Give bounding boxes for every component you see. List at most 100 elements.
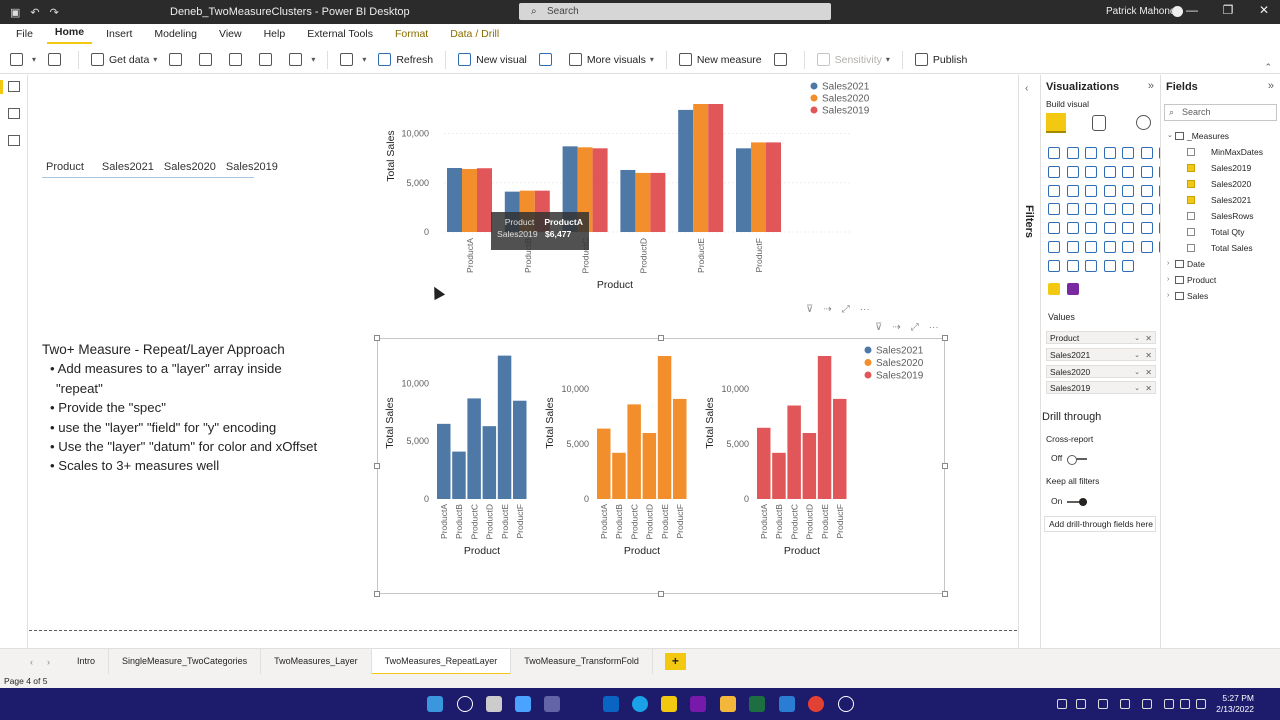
avatar[interactable] xyxy=(1172,6,1183,17)
custom-visual-icon[interactable] xyxy=(1066,282,1079,295)
chevron-down-icon[interactable]: ⌄ xyxy=(1134,385,1140,392)
visual-type-icon[interactable] xyxy=(1066,184,1079,197)
battery-icon[interactable] xyxy=(1196,699,1206,709)
page-tab-intro[interactable]: Intro xyxy=(64,648,110,675)
drill-icon[interactable]: ⇢ xyxy=(892,322,901,333)
cloud-icon[interactable] xyxy=(1120,699,1130,709)
chevron-right-icon[interactable]: › xyxy=(1167,260,1170,267)
drill-icon[interactable]: ⇢ xyxy=(823,304,832,315)
close-icon[interactable]: ✕ xyxy=(1145,368,1152,377)
deneb-visual-icon[interactable] xyxy=(1048,282,1060,295)
undo-icon[interactable]: ↶ xyxy=(30,6,40,19)
tab-insert[interactable]: Insert xyxy=(106,28,133,40)
visual-type-icon[interactable] xyxy=(1066,165,1079,178)
quick-measure-button[interactable] xyxy=(773,53,792,66)
visual-type-icon[interactable] xyxy=(1122,147,1134,159)
visual-type-icon[interactable] xyxy=(1085,165,1097,178)
chevron-right-icon[interactable]: › xyxy=(47,656,50,667)
transform-data-button[interactable]: ▾ xyxy=(340,53,366,66)
paste-button[interactable]: ▾ xyxy=(10,53,36,66)
search-icon[interactable] xyxy=(457,696,473,712)
widgets-icon[interactable] xyxy=(515,696,531,712)
visual-type-icon[interactable] xyxy=(1122,222,1134,235)
visual-type-icon[interactable] xyxy=(1103,165,1116,178)
checkbox[interactable] xyxy=(1187,148,1195,156)
save-icon[interactable]: ▣ xyxy=(10,6,21,19)
visual-type-icon[interactable] xyxy=(1066,222,1079,235)
tab-format[interactable]: Format xyxy=(394,28,429,40)
repeat-bar-chart-visual[interactable]: 0 5,000 10,000 Total Sales Product ProductA Pr… xyxy=(374,335,948,597)
field-well[interactable]: Sales2019 ⌄ ✕ xyxy=(1046,381,1156,394)
table-visual-header[interactable]: Product Sales2021 Sales2020 Sales2019 xyxy=(42,156,278,178)
redo-icon[interactable]: ↷ xyxy=(49,6,59,19)
get-data-button[interactable]: Get data ▾ xyxy=(91,53,157,66)
checkbox[interactable] xyxy=(1187,228,1195,236)
tab-external-tools[interactable]: External Tools xyxy=(307,28,373,40)
report-view-icon[interactable] xyxy=(0,80,20,94)
chevron-down-icon[interactable]: ⌄ xyxy=(1134,352,1140,359)
column-header[interactable]: Product xyxy=(46,160,84,173)
visual-type-icon[interactable] xyxy=(1066,203,1079,216)
visual-type-icon[interactable] xyxy=(1066,241,1079,253)
visual-type-icon[interactable] xyxy=(1140,147,1153,159)
publish-button[interactable]: Publish xyxy=(914,53,967,66)
keep-filters-toggle[interactable] xyxy=(1067,498,1087,506)
dataverse-button[interactable] xyxy=(199,53,217,66)
visual-type-icon[interactable] xyxy=(1048,222,1060,235)
visual-type-icon[interactable] xyxy=(1048,241,1060,253)
user-name[interactable]: Patrick Mahoney xyxy=(1106,6,1181,17)
page-tab-twomeasures-repeatlayer[interactable]: TwoMeasures_RepeatLayer xyxy=(371,648,512,675)
checkbox[interactable] xyxy=(1187,196,1195,204)
visual-type-icon[interactable] xyxy=(1085,241,1097,253)
tray-chevron-icon[interactable] xyxy=(1057,699,1067,709)
outlook-icon[interactable] xyxy=(603,696,619,712)
collapse-icon[interactable]: » xyxy=(1147,80,1154,92)
build-visual-tab[interactable] xyxy=(1046,113,1066,133)
file-explorer-icon[interactable] xyxy=(720,696,736,712)
visual-type-icon[interactable] xyxy=(1103,203,1116,216)
resize-handle[interactable] xyxy=(942,463,948,469)
data-view-icon[interactable] xyxy=(8,108,20,119)
visual-type-icon[interactable] xyxy=(1103,222,1116,235)
recent-sources-button[interactable]: ▾ xyxy=(289,53,315,66)
notes-textbox[interactable]: Two+ Measure - Repeat/Layer Approach Add… xyxy=(42,340,362,476)
task-view-icon[interactable] xyxy=(486,696,502,712)
github-icon[interactable] xyxy=(838,696,854,712)
resize-handle[interactable] xyxy=(374,591,380,597)
field-well[interactable]: Sales2021 ⌄ ✕ xyxy=(1046,348,1156,361)
visual-type-icon[interactable] xyxy=(1140,222,1153,235)
chevron-right-icon[interactable]: › xyxy=(1167,292,1170,299)
fields-search-input[interactable]: ⌕ Search xyxy=(1164,104,1277,121)
visual-type-icon[interactable] xyxy=(1085,259,1097,272)
visual-type-icon[interactable] xyxy=(1103,259,1116,272)
visual-type-icon[interactable] xyxy=(1122,165,1134,178)
tab-file[interactable]: File xyxy=(16,28,33,40)
visual-type-icon[interactable] xyxy=(1085,222,1097,235)
close-icon[interactable]: ✕ xyxy=(1145,384,1152,393)
edge-icon[interactable] xyxy=(632,696,648,712)
resize-handle[interactable] xyxy=(942,335,948,341)
column-header[interactable]: Sales2020 xyxy=(163,160,216,173)
visual-type-icon[interactable] xyxy=(1066,259,1079,272)
field-well[interactable]: Product ⌄ ✕ xyxy=(1046,331,1156,344)
add-page-button[interactable]: + xyxy=(664,653,686,670)
filters-label[interactable]: Filters xyxy=(1023,205,1035,239)
analytics-tab[interactable] xyxy=(1136,115,1151,130)
collapse-icon[interactable]: » xyxy=(1267,80,1274,92)
visual-type-icon[interactable] xyxy=(1085,147,1097,159)
windows-start-icon[interactable] xyxy=(427,696,443,712)
sensitivity-button[interactable]: Sensitivity ▾ xyxy=(816,53,890,66)
minimize-icon[interactable]: — xyxy=(1186,3,1198,17)
visual-type-icon[interactable] xyxy=(1140,203,1153,216)
onenote-icon[interactable] xyxy=(690,696,706,712)
visual-type-icon[interactable] xyxy=(1048,203,1060,216)
tab-data-drill[interactable]: Data / Drill xyxy=(450,28,500,40)
chevron-down-icon[interactable]: ⌄ xyxy=(1134,335,1140,342)
tab-view[interactable]: View xyxy=(219,28,242,40)
visual-type-icon[interactable] xyxy=(1048,184,1060,197)
tab-home[interactable]: Home xyxy=(46,26,93,44)
wifi-icon[interactable] xyxy=(1164,699,1174,709)
volume-icon[interactable] xyxy=(1180,699,1190,709)
grouped-bar-chart-visual[interactable]: 0 5,000 10,000 Total Sales Product ProductA Pr… xyxy=(377,76,877,300)
visual-type-icon[interactable] xyxy=(1140,165,1153,178)
